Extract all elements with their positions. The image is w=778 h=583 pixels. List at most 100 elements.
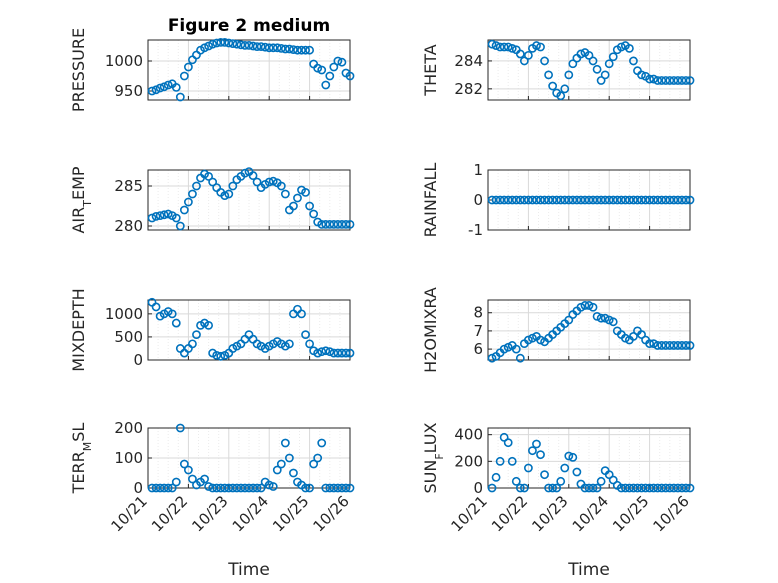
data-point [151, 302, 161, 312]
panel-h2omixra: 678 H2OMIXRA [421, 287, 695, 373]
data-point [576, 49, 586, 59]
data-point [289, 468, 298, 478]
data-point [491, 195, 501, 205]
data-point [188, 339, 197, 349]
ytick-label: 0 [473, 191, 483, 209]
data-point [649, 74, 659, 84]
data-point [276, 44, 286, 53]
y-axis-label: RAINFALL [421, 163, 440, 238]
data-point [276, 181, 286, 191]
data-point [341, 219, 351, 229]
data-point [511, 476, 521, 486]
data-point [151, 211, 161, 221]
data-point [252, 42, 262, 51]
data-point [649, 339, 659, 349]
data-point [653, 341, 663, 350]
data-point [200, 474, 209, 484]
data-point [163, 483, 173, 493]
data-point [588, 56, 598, 66]
data-point [252, 177, 262, 187]
data-point [179, 205, 189, 215]
data-point [171, 213, 181, 223]
xtick-label: 10/22 [488, 492, 531, 535]
data-point [341, 348, 351, 358]
data-point [519, 483, 529, 493]
data-point [499, 344, 509, 354]
data-point [528, 195, 537, 205]
data-point [183, 465, 193, 475]
data-point [588, 195, 598, 205]
data-point [515, 195, 525, 205]
xtick-label: 10/22 [148, 492, 191, 535]
data-point [629, 195, 638, 205]
data-point [224, 189, 234, 199]
data-point [220, 191, 230, 200]
data-point [596, 76, 606, 85]
data-point [620, 483, 630, 493]
data-point [665, 195, 675, 205]
data-point [301, 330, 310, 340]
data-point [524, 335, 533, 345]
data-point [540, 56, 549, 66]
data-point [313, 453, 323, 463]
data-point [244, 483, 254, 493]
data-point [568, 452, 578, 462]
data-point [645, 339, 654, 349]
data-point [329, 348, 339, 358]
data-point [625, 195, 634, 205]
data-point [337, 348, 347, 358]
data-point [507, 456, 517, 466]
data-point [167, 309, 177, 319]
data-point [536, 335, 545, 345]
data-point [681, 483, 691, 493]
data-point [236, 40, 246, 50]
panel-mixdepth: 0 500 1000 MIXDEPTH [69, 288, 355, 372]
data-point [317, 65, 327, 75]
panel-pressure: 950 1000 PRESSURE Figure 2 medium [69, 16, 355, 112]
data-point [155, 483, 165, 493]
data-point [305, 483, 314, 493]
data-point [163, 80, 173, 90]
data-point [661, 341, 671, 350]
ytick-label: 1000 [105, 305, 143, 323]
ytick-label: 0 [473, 479, 483, 497]
data-point [264, 480, 274, 490]
data-point [228, 181, 238, 191]
ytick-label: 282 [454, 80, 483, 98]
data-point [309, 459, 319, 469]
data-point [528, 333, 537, 343]
data-point [548, 483, 558, 493]
data-point [309, 209, 319, 219]
data-point [216, 351, 226, 361]
ytick-label: 0 [133, 351, 143, 369]
data-point [256, 42, 266, 51]
data-point [293, 193, 302, 203]
data-point [560, 84, 570, 94]
y-axis-label: THETA [421, 44, 440, 96]
data-point [491, 41, 501, 50]
data-point [208, 483, 218, 493]
data-point [649, 483, 659, 493]
data-point [669, 341, 679, 350]
panel-sun-flux: 0 200 400 SUNFLUX10/2110/2210/2310/2410/251… [421, 422, 695, 580]
data-point [495, 456, 505, 466]
data-point [528, 446, 537, 456]
data-point [179, 71, 189, 81]
data-point [293, 45, 302, 55]
data-point [297, 45, 306, 55]
data-point [188, 474, 197, 484]
data-point [685, 341, 695, 350]
data-point [564, 195, 574, 205]
data-point [608, 52, 618, 62]
data-point [216, 483, 226, 493]
data-point [284, 44, 294, 54]
data-point [503, 42, 513, 52]
data-point [616, 483, 626, 493]
data-point [657, 76, 667, 85]
data-point [564, 315, 574, 325]
data-point [333, 56, 343, 66]
xtick-label: 10/21 [108, 492, 151, 535]
data-point [171, 477, 181, 487]
xtick-label: 10/21 [448, 492, 491, 535]
data-point [228, 39, 238, 48]
